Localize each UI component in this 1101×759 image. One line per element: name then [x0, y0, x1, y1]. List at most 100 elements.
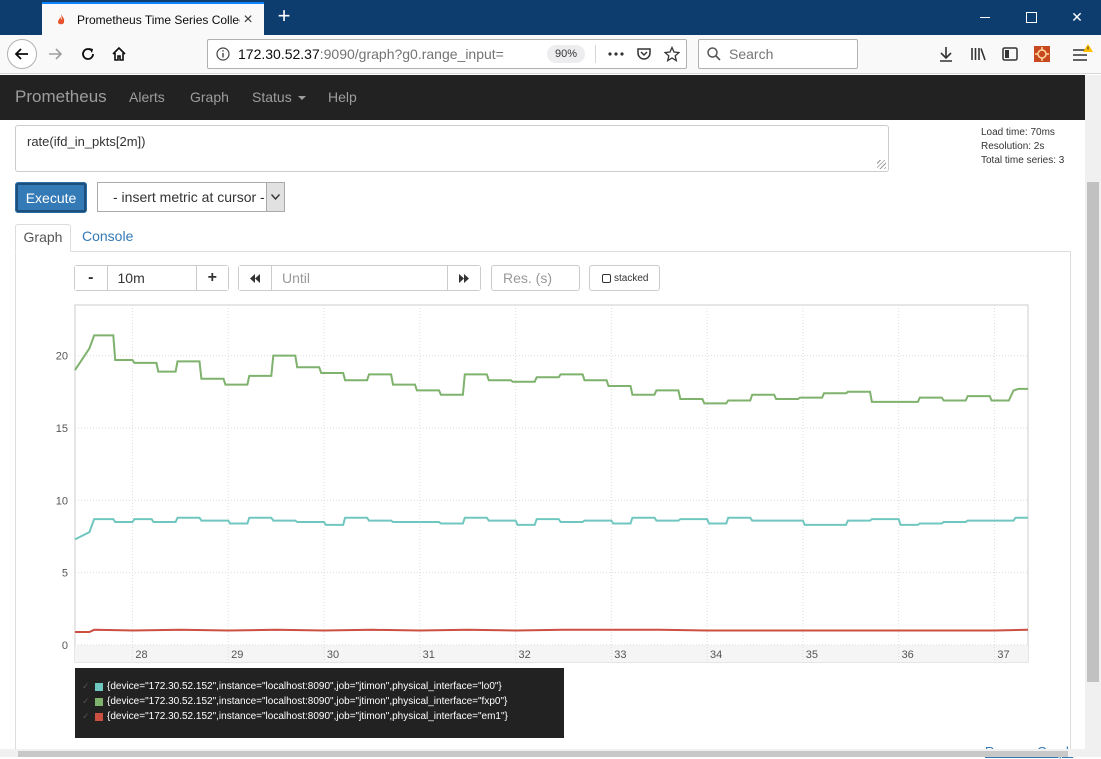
- chevron-down-icon: [266, 183, 284, 211]
- query-stats: Load time: 70ms Resolution: 2s Total tim…: [981, 126, 1064, 168]
- downloads-icon[interactable]: [934, 42, 958, 66]
- browser-tab[interactable]: Prometheus Time Series Collection and Pr…: [42, 2, 264, 35]
- y-tick-label: 10: [56, 495, 68, 507]
- menu-hamburger-icon[interactable]: [1070, 42, 1094, 66]
- forward-button[interactable]: [40, 39, 70, 69]
- url-host: 172.30.52.37: [238, 46, 320, 62]
- sidebar-icon[interactable]: [998, 42, 1022, 66]
- series-line-1: [74, 334, 1028, 405]
- range-control: - +: [74, 265, 229, 291]
- caret-down-icon: [297, 96, 306, 101]
- x-tick-label: 37: [997, 649, 1009, 661]
- total-series: Total time series: 3: [981, 155, 1065, 166]
- until-control: [238, 265, 481, 291]
- search-input[interactable]: [729, 46, 849, 62]
- y-tick-label: 5: [62, 568, 68, 580]
- page-actions-icon[interactable]: [602, 42, 630, 66]
- y-tick-label: 15: [56, 423, 68, 435]
- extension-icon[interactable]: [1030, 42, 1054, 66]
- range-decrease-button[interactable]: -: [75, 266, 107, 290]
- checkmark-icon: ✓: [82, 711, 90, 721]
- minimize-button[interactable]: [962, 0, 1008, 34]
- backward-icon: [250, 273, 260, 283]
- time-forward-button[interactable]: [448, 266, 480, 290]
- tab-title: Prometheus Time Series Collection and Pr…: [77, 12, 240, 27]
- legend-label: {device="172.30.52.152",instance="localh…: [107, 696, 508, 707]
- series-line-2: [75, 628, 1029, 633]
- brand-link[interactable]: Prometheus: [15, 87, 107, 106]
- back-arrow-icon: [14, 48, 28, 60]
- load-time: Load time: 70ms: [981, 127, 1055, 138]
- forward-icon: [459, 273, 469, 283]
- time-back-button[interactable]: [239, 266, 271, 290]
- nav-graph[interactable]: Graph: [190, 89, 229, 105]
- home-button[interactable]: [104, 39, 134, 69]
- execute-button[interactable]: Execute: [15, 182, 87, 213]
- url-text[interactable]: 172.30.52.37:9090/graph?g0.range_input=: [238, 46, 547, 62]
- x-tick-label: 32: [518, 649, 530, 661]
- y-tick-label: 20: [56, 351, 68, 363]
- resolution: Resolution: 2s: [981, 141, 1045, 152]
- browser-tabbar: Prometheus Time Series Collection and Pr…: [0, 0, 1101, 35]
- url-separator: [595, 45, 596, 63]
- search-bar[interactable]: [698, 39, 858, 69]
- resize-grip-icon[interactable]: [877, 160, 886, 169]
- range-input[interactable]: [106, 266, 197, 290]
- vertical-scroll-thumb[interactable]: [1087, 182, 1099, 682]
- range-increase-button[interactable]: +: [196, 266, 228, 290]
- url-bar[interactable]: 172.30.52.37:9090/graph?g0.range_input= …: [207, 39, 687, 69]
- zoom-badge[interactable]: 90%: [546, 45, 585, 63]
- resolution-input[interactable]: [491, 265, 580, 291]
- checkmark-icon: ✓: [82, 681, 90, 691]
- until-input[interactable]: [271, 266, 448, 290]
- x-tick-label: 35: [806, 649, 818, 661]
- chart-svg: 0 5 10 15 20 28 29 30 31 32 33 34 35 36 37: [56, 304, 1029, 663]
- reload-button[interactable]: [73, 39, 103, 69]
- x-axis-band: [75, 645, 1028, 662]
- horizontal-scroll-thumb[interactable]: [18, 751, 1068, 757]
- forward-arrow-icon: [49, 48, 63, 60]
- search-icon: [707, 47, 721, 61]
- url-path: :9090/graph?g0.range_input=: [319, 46, 504, 62]
- browser-navbar: 172.30.52.37:9090/graph?g0.range_input= …: [0, 35, 1101, 74]
- x-tick-label: 34: [710, 649, 722, 661]
- expression-input[interactable]: rate(ifd_in_pkts[2m]): [15, 125, 889, 172]
- graph-chart[interactable]: 0 5 10 15 20 28 29 30 31 32 33 34 35 36 37: [50, 300, 1035, 670]
- legend-label: {device="172.30.52.152",instance="localh…: [107, 681, 502, 692]
- site-info-icon[interactable]: [208, 47, 238, 61]
- insert-metric-label: - insert metric at cursor -: [113, 189, 265, 205]
- nav-help[interactable]: Help: [328, 89, 357, 105]
- checkmark-icon: ✓: [82, 696, 90, 706]
- stacked-label: stacked: [614, 272, 649, 284]
- nav-status[interactable]: Status: [252, 89, 306, 105]
- tab-graph[interactable]: Graph: [15, 224, 71, 252]
- legend-item[interactable]: ✓ {device="172.30.52.152",instance="local…: [82, 679, 564, 694]
- pocket-icon[interactable]: [630, 42, 658, 66]
- x-tick-label: 28: [135, 649, 147, 661]
- x-tick-label: 36: [902, 649, 914, 661]
- legend-label: {device="172.30.52.152",instance="localh…: [107, 711, 508, 722]
- back-button[interactable]: [7, 39, 37, 69]
- graph-legend: ✓ {device="172.30.52.152",instance="local…: [75, 668, 564, 738]
- insert-metric-select[interactable]: - insert metric at cursor -: [97, 182, 285, 212]
- library-icon[interactable]: [967, 42, 991, 66]
- new-tab-button[interactable]: +: [277, 3, 291, 28]
- series-line-0: [74, 516, 1028, 541]
- prometheus-navbar: Prometheus Alerts Graph Status Help: [0, 75, 1085, 120]
- close-window-button[interactable]: ✕: [1071, 9, 1083, 25]
- nav-alerts[interactable]: Alerts: [129, 89, 165, 105]
- legend-item[interactable]: ✓ {device="172.30.52.152",instance="local…: [82, 709, 564, 724]
- stacked-toggle[interactable]: stacked: [589, 265, 660, 291]
- close-tab-icon[interactable]: ×: [243, 10, 253, 28]
- prometheus-flame-icon: [58, 13, 65, 24]
- tab-console[interactable]: Console: [82, 228, 134, 244]
- legend-swatch: [95, 712, 103, 721]
- bookmark-star-icon[interactable]: [658, 42, 686, 66]
- x-tick-label: 31: [423, 649, 435, 661]
- nav-status-label: Status: [252, 89, 292, 105]
- legend-item[interactable]: ✓ {device="172.30.52.152",instance="local…: [82, 694, 564, 709]
- maximize-button[interactable]: [1008, 0, 1054, 34]
- checkbox-icon: [602, 273, 611, 283]
- plot-area: [74, 304, 1029, 663]
- reload-icon: [82, 48, 94, 60]
